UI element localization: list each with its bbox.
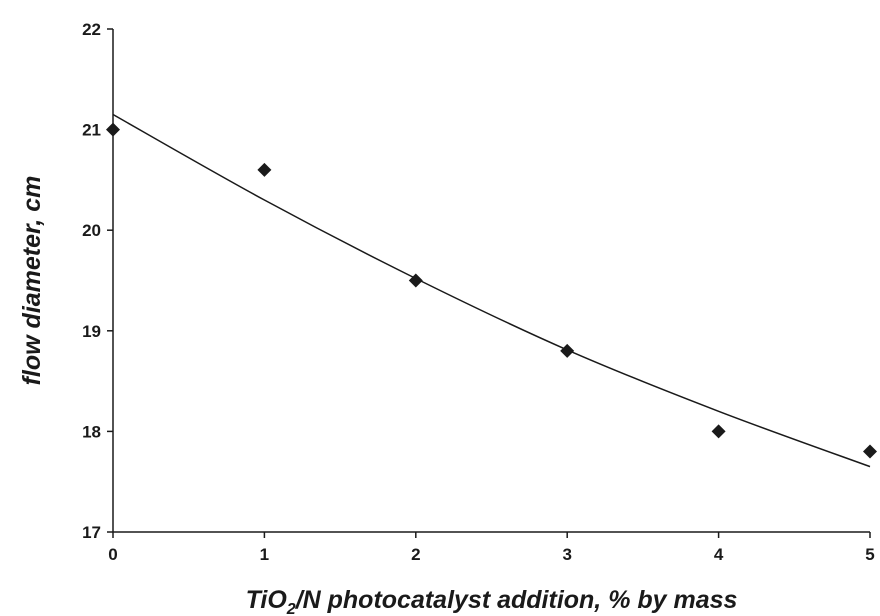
x-axis-title-rest: /N photocatalyst addition, % by mass <box>295 586 738 614</box>
x-tick-label: 2 <box>411 545 420 564</box>
data-point <box>106 122 120 137</box>
x-tick-label: 3 <box>562 545 571 564</box>
x-axis-title-subscript: 2 <box>286 601 296 616</box>
y-axis-title: flow diameter, cm <box>18 176 46 386</box>
data-point <box>711 424 726 439</box>
y-tick-label: 17 <box>82 523 101 542</box>
x-axis-title: TiO2/N photocatalyst addition, % by mass <box>246 586 738 616</box>
x-tick-label: 0 <box>108 545 117 564</box>
axes <box>112 29 870 533</box>
data-point <box>257 162 272 177</box>
y-tick-label: 19 <box>82 322 101 341</box>
trendline-group <box>112 113 871 468</box>
x-tick-label: 1 <box>260 545 269 564</box>
x-axis-title-main: TiO <box>246 586 288 614</box>
data-point <box>560 343 575 358</box>
y-tick-label: 20 <box>82 221 101 240</box>
data-point <box>863 444 877 459</box>
y-tick-label: 22 <box>82 20 101 39</box>
data-point <box>408 273 423 288</box>
y-axis-ticks: 17 18 19 20 21 22 <box>82 20 113 542</box>
y-tick-label: 18 <box>82 422 101 441</box>
y-tick-label: 21 <box>82 121 101 140</box>
x-tick-label: 4 <box>714 545 724 564</box>
data-points <box>106 122 877 459</box>
x-axis-ticks: 0 1 2 3 4 5 <box>108 532 875 564</box>
x-tick-label: 5 <box>865 545 874 564</box>
trendline <box>112 113 871 468</box>
